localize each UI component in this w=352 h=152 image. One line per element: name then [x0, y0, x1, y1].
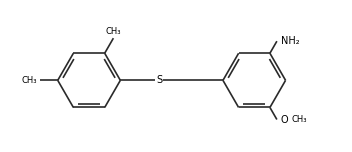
- Text: O: O: [280, 114, 288, 124]
- Text: S: S: [156, 75, 162, 85]
- Text: CH₃: CH₃: [292, 115, 307, 124]
- Text: NH₂: NH₂: [281, 36, 300, 46]
- Text: CH₃: CH₃: [106, 27, 121, 36]
- Text: CH₃: CH₃: [21, 76, 37, 85]
